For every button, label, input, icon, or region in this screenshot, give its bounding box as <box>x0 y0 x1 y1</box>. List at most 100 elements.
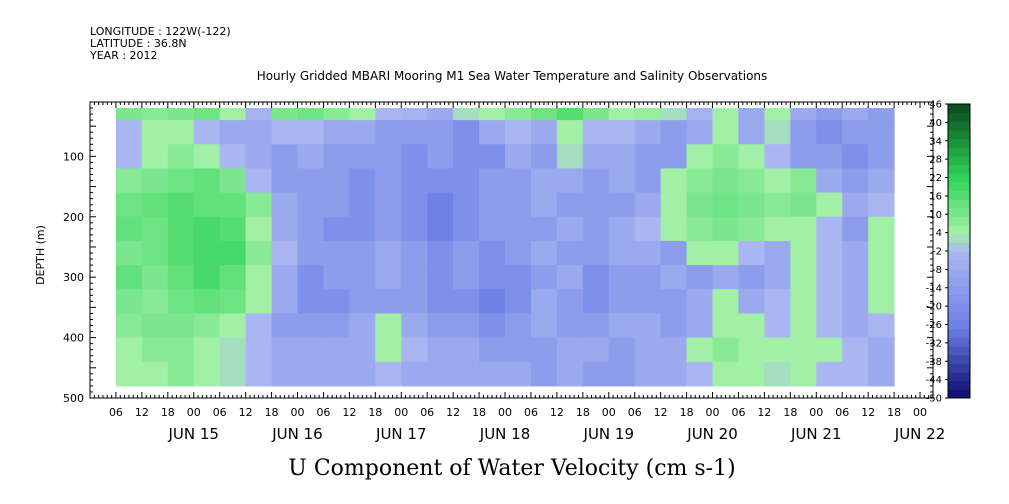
heatmap-cell <box>530 216 558 242</box>
colorbar-swatch <box>948 104 970 114</box>
heatmap-cell <box>193 120 221 145</box>
heatmap-cell <box>323 289 350 314</box>
heatmap-cell <box>193 108 221 121</box>
heatmap-cell <box>634 361 662 387</box>
heatmap-cell <box>427 265 454 290</box>
heatmap-cell <box>556 192 584 218</box>
x-tick-label: 00 <box>809 406 823 419</box>
heatmap-cell <box>712 168 739 194</box>
x-tick-label: 12 <box>757 406 771 419</box>
heatmap-cell <box>738 192 765 218</box>
colorbar-label: -2 <box>932 247 942 258</box>
heatmap-cell <box>297 120 324 145</box>
heatmap-cell <box>453 144 480 169</box>
heatmap-cell <box>245 240 273 266</box>
heatmap-cell <box>712 144 739 169</box>
heatmap-cell <box>375 108 402 121</box>
heatmap-cell <box>868 265 895 290</box>
heatmap-cell <box>660 361 688 387</box>
heatmap-cell <box>505 337 532 363</box>
heatmap-cell <box>790 144 817 169</box>
colorbar-swatch <box>948 363 970 373</box>
heatmap-cell <box>401 216 428 242</box>
heatmap-cell <box>141 361 169 387</box>
heatmap-cell <box>453 361 480 387</box>
heatmap-cell <box>141 289 169 314</box>
heatmap-cell <box>479 361 506 387</box>
heatmap-cell <box>271 313 299 339</box>
heatmap-cell <box>686 216 714 242</box>
heatmap-cell <box>115 192 143 218</box>
x-tick-label: 00 <box>498 406 512 419</box>
heatmap-cell <box>167 120 195 145</box>
colorbar-swatch <box>948 372 970 382</box>
heatmap-cell <box>686 240 714 266</box>
heatmap-cell <box>271 216 299 242</box>
heatmap-cell <box>842 144 869 169</box>
heatmap-cell <box>816 120 843 145</box>
heatmap-cell <box>219 216 247 242</box>
x-day-label: JUN 21 <box>790 425 841 443</box>
heatmap-cell <box>505 144 532 169</box>
heatmap-cell <box>582 337 610 363</box>
heatmap-cell <box>245 216 273 242</box>
heatmap-cell <box>608 192 636 218</box>
heatmap-cell <box>505 361 532 387</box>
heatmap-cell <box>505 108 532 121</box>
heatmap-cell <box>193 265 221 290</box>
heatmap-cell <box>530 313 558 339</box>
heatmap-cell <box>219 120 247 145</box>
heatmap-cell <box>530 192 558 218</box>
heatmap-cell <box>323 361 350 387</box>
heatmap-cell <box>297 361 324 387</box>
heatmap-cell <box>479 216 506 242</box>
variable-label: U Component of Water Velocity (cm s-1) <box>288 456 735 481</box>
heatmap-cell <box>608 108 636 121</box>
heatmap-cell <box>660 240 688 266</box>
heatmap-cell <box>790 168 817 194</box>
heatmap-cell <box>453 216 480 242</box>
heatmap-cell <box>816 313 843 339</box>
heatmap-cell <box>245 337 273 363</box>
heatmap-cell <box>349 144 376 169</box>
x-day-label: JUN 17 <box>375 425 426 443</box>
heatmap-cell <box>530 168 558 194</box>
heatmap-cell <box>375 313 402 339</box>
x-tick-label: 00 <box>291 406 305 419</box>
heatmap-cell <box>115 240 143 266</box>
heatmap-cell <box>141 168 169 194</box>
heatmap-cell <box>816 289 843 314</box>
heatmap-cell <box>842 265 869 290</box>
heatmap-cell <box>686 168 714 194</box>
x-tick-label: 18 <box>265 406 279 419</box>
colorbar-swatch <box>948 276 970 287</box>
heatmap-cell <box>634 144 662 169</box>
heatmap-cell <box>505 265 532 290</box>
heatmap-cell <box>401 192 428 218</box>
heatmap-cell <box>556 289 584 314</box>
heatmap-cell <box>582 120 610 145</box>
heatmap-cell <box>582 289 610 314</box>
heatmap-cell <box>582 192 610 218</box>
heatmap-cell <box>712 361 739 387</box>
heatmap-cell <box>323 120 350 145</box>
heatmap-cell <box>427 168 454 194</box>
heatmap-cell <box>842 108 869 121</box>
heatmap-cell <box>219 265 247 290</box>
heatmap-cell <box>453 168 480 194</box>
heatmap-cell <box>115 108 143 121</box>
colorbar-swatch <box>948 207 970 217</box>
heatmap-cell <box>115 265 143 290</box>
heatmap-cell <box>167 337 195 363</box>
colorbar-swatch <box>948 328 970 338</box>
heatmap-cell <box>349 108 376 121</box>
heatmap-cell <box>686 337 714 363</box>
heatmap-cell <box>271 337 299 363</box>
heatmap-cell <box>297 313 324 339</box>
colorbar-label: -26 <box>926 320 942 331</box>
heatmap-cell <box>479 120 506 145</box>
colorbar-swatch <box>948 129 970 140</box>
heatmap-cell <box>505 240 532 266</box>
heatmap-cell <box>479 313 506 339</box>
